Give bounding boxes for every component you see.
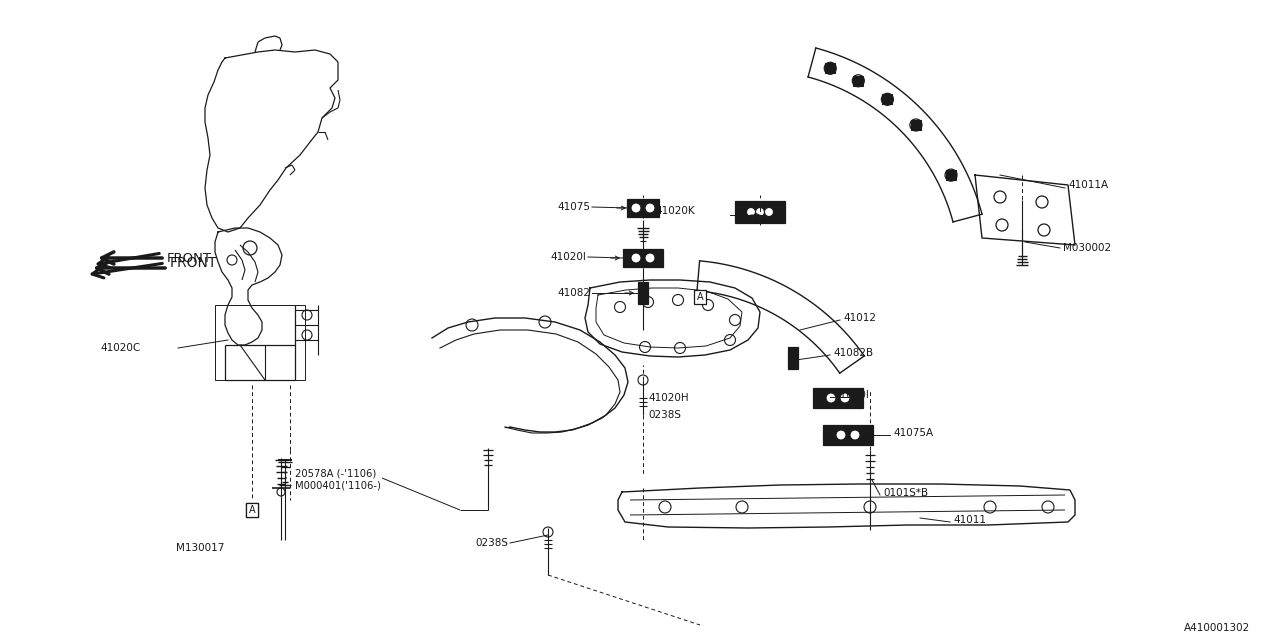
Text: FRONT: FRONT	[170, 256, 218, 270]
Circle shape	[826, 393, 836, 403]
Bar	[623, 249, 663, 267]
Bar	[826, 63, 836, 73]
Circle shape	[724, 335, 736, 346]
Circle shape	[645, 203, 655, 213]
Circle shape	[864, 501, 876, 513]
Circle shape	[824, 62, 836, 74]
Circle shape	[984, 501, 996, 513]
Text: A: A	[248, 505, 255, 515]
Circle shape	[543, 527, 553, 537]
Circle shape	[910, 119, 922, 131]
Bar	[823, 425, 873, 445]
Circle shape	[995, 191, 1006, 203]
Text: A: A	[696, 292, 703, 302]
Text: FRONT: FRONT	[166, 252, 212, 264]
Bar	[882, 94, 892, 104]
Circle shape	[1036, 196, 1048, 208]
Text: 41020I: 41020I	[833, 390, 869, 400]
Text: 41075: 41075	[557, 202, 590, 212]
Circle shape	[640, 342, 650, 353]
Bar	[788, 347, 797, 369]
Circle shape	[659, 501, 671, 513]
Bar	[813, 388, 863, 408]
Text: 41075A: 41075A	[893, 428, 933, 438]
Text: A410001302: A410001302	[1184, 623, 1251, 633]
Bar	[627, 199, 659, 217]
Text: 41082: 41082	[557, 288, 590, 298]
Bar	[637, 282, 648, 304]
Circle shape	[852, 75, 864, 87]
Text: 41020I: 41020I	[550, 252, 586, 262]
Circle shape	[850, 430, 860, 440]
Bar	[735, 201, 785, 223]
Text: 41012: 41012	[844, 313, 876, 323]
Circle shape	[1042, 501, 1053, 513]
Circle shape	[746, 207, 755, 216]
Circle shape	[703, 300, 713, 310]
Bar	[946, 170, 956, 180]
Circle shape	[643, 296, 654, 307]
Text: M030002: M030002	[1062, 243, 1111, 253]
Text: 41011A: 41011A	[1068, 180, 1108, 190]
Circle shape	[836, 430, 846, 440]
Text: 41020C: 41020C	[100, 343, 141, 353]
Text: 41011: 41011	[954, 515, 986, 525]
Text: M130017: M130017	[175, 543, 224, 553]
Circle shape	[675, 342, 686, 353]
Text: 0238S: 0238S	[648, 410, 681, 420]
Circle shape	[945, 169, 957, 181]
Circle shape	[645, 253, 655, 263]
Text: 41020K: 41020K	[655, 206, 695, 216]
Circle shape	[996, 219, 1009, 231]
Text: M000401('1106-): M000401('1106-)	[294, 480, 381, 490]
Circle shape	[755, 207, 764, 216]
Circle shape	[539, 316, 550, 328]
Bar	[854, 76, 863, 86]
Text: 41082B: 41082B	[833, 348, 873, 358]
Circle shape	[466, 319, 477, 331]
Circle shape	[730, 314, 741, 326]
Text: 20578A (-'1106): 20578A (-'1106)	[294, 468, 376, 478]
Text: 0238S: 0238S	[475, 538, 508, 548]
Circle shape	[614, 301, 626, 312]
Circle shape	[672, 294, 684, 305]
Circle shape	[637, 375, 648, 385]
Circle shape	[840, 393, 850, 403]
Text: 41020H: 41020H	[648, 393, 689, 403]
Bar	[215, 305, 305, 380]
Circle shape	[1038, 224, 1050, 236]
Circle shape	[764, 207, 773, 216]
Text: 0101S*B: 0101S*B	[883, 488, 928, 498]
Circle shape	[736, 501, 748, 513]
Circle shape	[631, 203, 641, 213]
Text: A: A	[248, 505, 255, 515]
Circle shape	[882, 93, 893, 106]
Circle shape	[631, 253, 641, 263]
Bar	[911, 120, 920, 130]
